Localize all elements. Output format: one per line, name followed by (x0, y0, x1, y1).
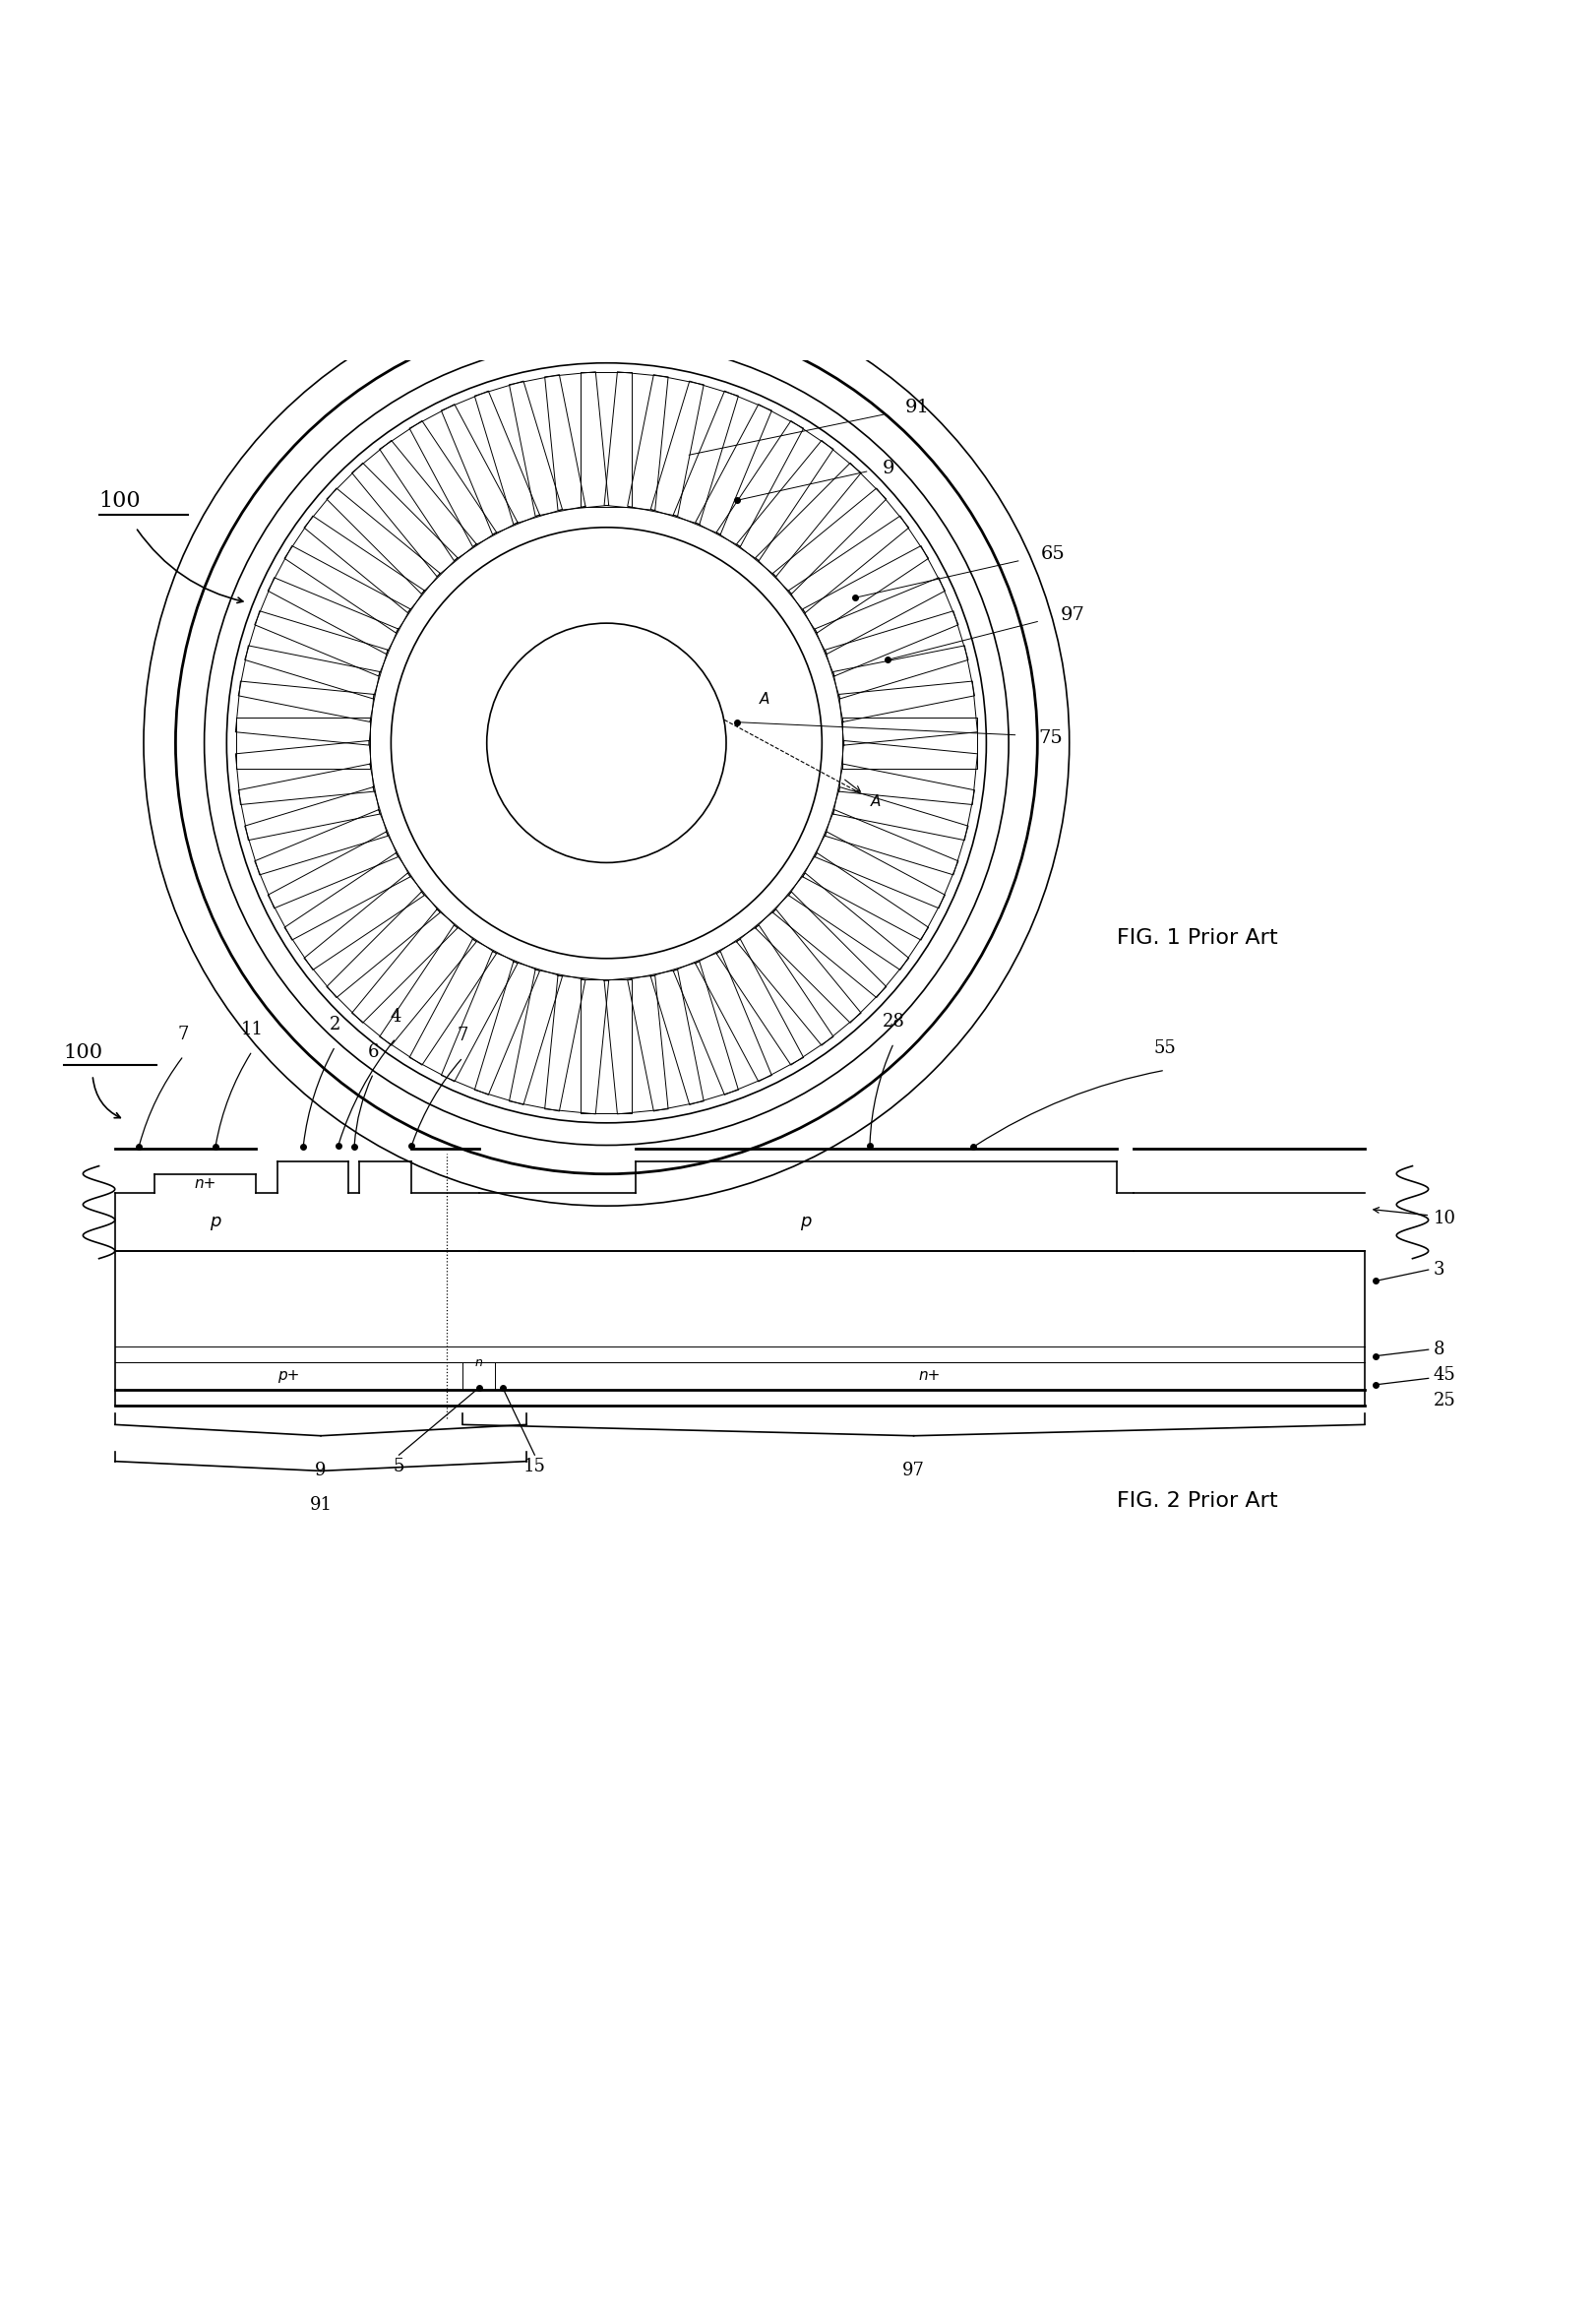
Text: FIG. 1 Prior Art: FIG. 1 Prior Art (1117, 929, 1278, 947)
Text: 5: 5 (393, 1459, 405, 1475)
Text: 8: 8 (1433, 1341, 1444, 1359)
Text: 10: 10 (1433, 1209, 1456, 1227)
Text: 7: 7 (177, 1026, 190, 1042)
Text: p: p (209, 1214, 222, 1230)
Text: A: A (760, 692, 769, 706)
Text: 15: 15 (523, 1459, 546, 1475)
Text: 3: 3 (1433, 1260, 1444, 1278)
Text: 28: 28 (883, 1012, 905, 1031)
Text: 65: 65 (1041, 547, 1066, 563)
Text: 2: 2 (329, 1017, 342, 1033)
Text: 9: 9 (314, 1461, 327, 1480)
Text: 45: 45 (1433, 1366, 1456, 1385)
Text: p+: p+ (278, 1369, 300, 1383)
Text: A: A (871, 794, 881, 808)
Text: FIG. 2 Prior Art: FIG. 2 Prior Art (1117, 1492, 1278, 1510)
Text: 25: 25 (1433, 1392, 1456, 1410)
Text: 91: 91 (905, 398, 930, 417)
Text: 91: 91 (310, 1496, 332, 1515)
Text: 11: 11 (241, 1021, 263, 1038)
Circle shape (487, 623, 726, 862)
Text: 75: 75 (1037, 730, 1063, 748)
Text: 100: 100 (64, 1045, 104, 1063)
Text: n+: n+ (195, 1177, 215, 1190)
Text: 55: 55 (1154, 1040, 1176, 1058)
Text: 97: 97 (902, 1461, 926, 1480)
Text: 7: 7 (456, 1026, 469, 1045)
Text: n: n (476, 1355, 482, 1369)
Text: n+: n+ (919, 1369, 940, 1383)
Text: 4: 4 (389, 1007, 402, 1026)
Text: 100: 100 (99, 489, 140, 512)
Text: 9: 9 (883, 459, 895, 477)
Text: 6: 6 (367, 1042, 380, 1061)
Text: 97: 97 (1060, 607, 1085, 623)
Text: p: p (800, 1214, 812, 1230)
